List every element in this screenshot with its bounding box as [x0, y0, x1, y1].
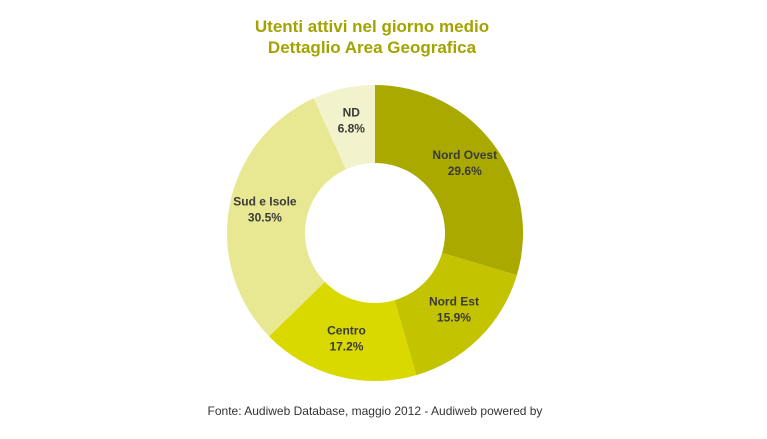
slice-value: 17.2%	[329, 339, 363, 353]
slice-label: Centro	[327, 323, 366, 337]
chart-subtitle: Dettaglio Area Geografica	[268, 38, 477, 57]
slice-value: 29.6%	[448, 164, 482, 178]
slice-value: 6.8%	[338, 122, 366, 136]
donut-slice	[227, 98, 346, 337]
chart-title: Utenti attivi nel giorno medio	[255, 17, 489, 36]
donut-slice	[269, 281, 417, 382]
slice-label: Nord Est	[429, 294, 479, 308]
slice-label: Nord Ovest	[432, 148, 497, 162]
donut-slice	[313, 85, 375, 170]
donut-slice	[394, 252, 517, 376]
source: Fonte: Audiweb Database, maggio 2012 - A…	[208, 404, 543, 418]
slice-value: 15.9%	[437, 310, 471, 324]
slice-label: ND	[343, 106, 361, 120]
donut-slice	[375, 85, 523, 276]
slice-value: 30.5%	[248, 210, 282, 224]
slice-label: Sud e Isole	[233, 194, 297, 208]
